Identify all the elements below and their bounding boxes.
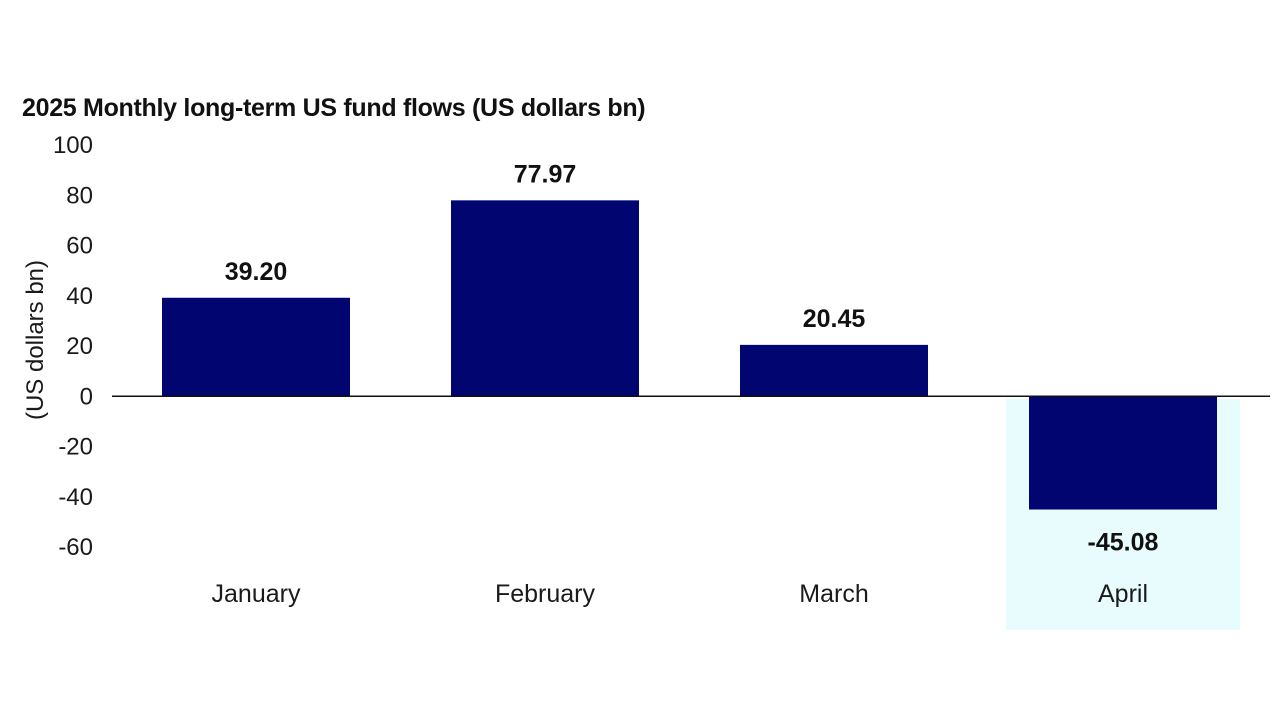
y-tick-label: -40 [58,484,93,511]
y-tick-label: 20 [66,333,93,360]
x-category-label: February [495,580,596,608]
y-tick-label: -60 [58,534,93,561]
y-tick-label: 60 [66,233,93,260]
data-label: 77.97 [514,160,577,188]
x-category-label: January [212,580,301,608]
bar-january [162,297,350,397]
x-category-label: April [1098,580,1148,608]
y-tick-label: 80 [66,182,93,209]
bar-march [740,344,928,397]
y-tick-label: 0 [80,383,93,410]
bar-february [451,200,639,397]
data-label: 20.45 [803,305,866,333]
y-tick-label: -20 [58,434,93,461]
y-axis-title: (US dollars bn) [22,260,49,420]
data-label: 39.20 [225,258,288,286]
bar-april [1029,396,1217,510]
x-category-label: March [799,580,868,608]
chart-title: 2025 Monthly long-term US fund flows (US… [22,94,646,122]
data-label: -45.08 [1088,529,1159,557]
y-tick-label: 40 [66,283,93,310]
y-tick-label: 100 [53,132,93,159]
